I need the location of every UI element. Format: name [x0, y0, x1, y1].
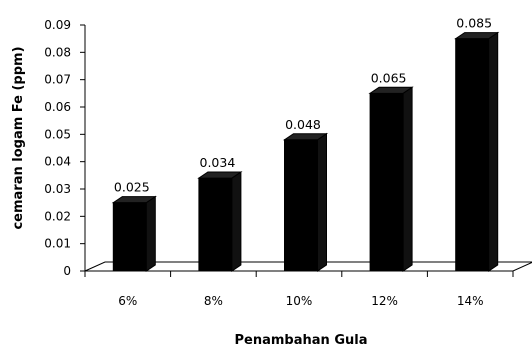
y-tick-label: 0 [63, 264, 71, 278]
bar-top-face [368, 86, 414, 94]
y-tick-label: 0.03 [44, 182, 71, 196]
bar-data-label: 0.048 [285, 117, 321, 132]
bar-data-label: 0.065 [371, 70, 407, 85]
y-tick-label: 0.09 [44, 18, 71, 32]
x-tick-label: 6% [118, 294, 137, 308]
y-tick-label: 0.08 [44, 45, 71, 59]
bar-data-label: 0.085 [456, 16, 492, 31]
bar-front-face [284, 139, 318, 272]
bar-front-face [112, 202, 147, 272]
bar-top-face [111, 196, 157, 204]
bar-side-face [402, 86, 413, 272]
bar-front-face [198, 177, 233, 272]
y-tick-label: 0.02 [44, 209, 71, 223]
bar-front-face [369, 92, 404, 272]
bar-top-face [282, 133, 329, 141]
bar-data-label: 0.025 [114, 180, 150, 195]
y-tick-label: 0.07 [44, 73, 71, 87]
bar-front-face [455, 38, 490, 272]
bar-side-face [317, 132, 327, 272]
bar-side-face [145, 195, 156, 272]
x-tick-label: 12% [371, 294, 398, 308]
x-tick-label: 10% [286, 294, 313, 308]
bar [282, 132, 329, 272]
y-tick-label: 0.05 [44, 127, 71, 141]
y-axis-label: cemaran logam Fe (ppm) [11, 46, 26, 229]
bar-top-face [197, 171, 243, 179]
x-tick-label: 8% [204, 294, 223, 308]
bar [454, 31, 500, 272]
y-tick-label: 0.01 [44, 237, 71, 251]
x-axis-label: Penambahan Gula [235, 333, 368, 348]
y-tick-label: 0.04 [44, 155, 71, 169]
bar [197, 171, 243, 272]
y-tick-label: 0.06 [44, 100, 71, 114]
bar-top-face [454, 32, 500, 40]
bar [111, 195, 157, 272]
bar-side-face [231, 171, 242, 272]
bar-side-face [488, 31, 499, 272]
bar [368, 86, 414, 272]
bar-data-label: 0.034 [200, 155, 236, 170]
x-tick-label: 14% [457, 294, 484, 308]
